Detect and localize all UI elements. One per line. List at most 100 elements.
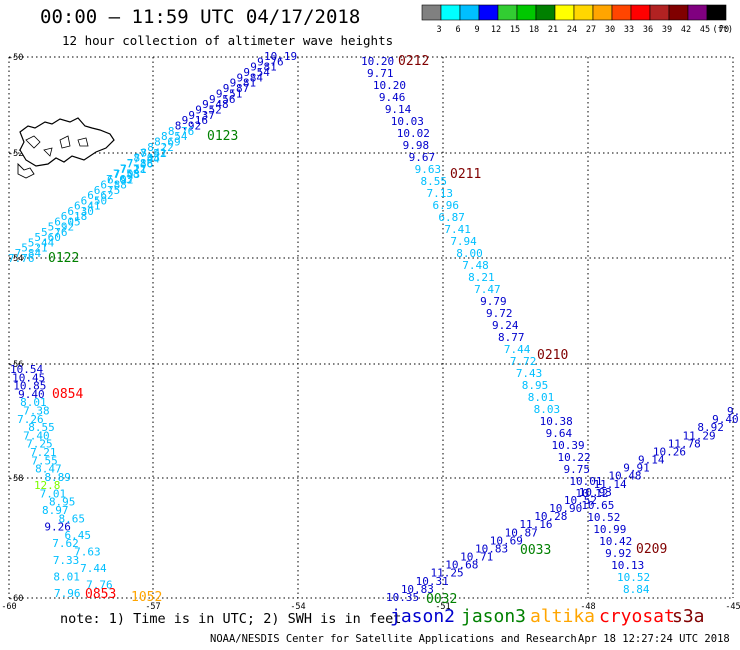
wave-height-value: 7.41	[444, 223, 471, 236]
wave-height-value: 6.50	[81, 194, 108, 207]
legend-jason2: jason2	[390, 606, 456, 627]
wave-height-value: 10.20	[373, 79, 406, 92]
wave-height-value: 9.67	[409, 151, 436, 164]
wave-height-value: 7.01	[40, 487, 66, 500]
pass-time-label: 1052	[131, 590, 162, 605]
wave-height-value: 7.33	[53, 554, 80, 567]
wave-height-value: 9.81	[250, 61, 277, 74]
wave-height-value: 8.05	[133, 152, 160, 165]
pass-time-label: 0033	[520, 543, 551, 558]
wave-height-value: 5.21	[21, 242, 48, 255]
wave-height-value: 6.30	[67, 205, 94, 218]
falkland-islands-coastline	[17, 117, 115, 179]
wave-height-value: 8.69	[154, 136, 181, 149]
pass-time-label: 0123	[207, 129, 238, 144]
wave-height-value: 9.98	[403, 139, 430, 152]
wave-height-value: 6.75	[94, 184, 121, 197]
wave-height-value: 8.01	[20, 396, 47, 409]
wave-height-value: 9.75	[563, 463, 590, 476]
wave-height-value: 7.63	[74, 546, 101, 559]
wave-height-value: 10.12	[575, 487, 608, 500]
colorbar-label: 18	[529, 25, 539, 35]
wave-height-value: 9.46	[379, 91, 406, 104]
colorbar-label: 21	[548, 25, 558, 35]
wave-height-value: 9.52	[195, 103, 222, 116]
wave-height-value: 9.14	[385, 103, 412, 116]
wave-height-value: 8.92	[697, 421, 724, 434]
wave-height-value: 7.84	[15, 247, 42, 260]
legend-jason3: jason3	[461, 606, 527, 627]
colorbar-label: 36	[643, 25, 653, 35]
lat-label: -52	[8, 149, 23, 159]
pass-time-label: 0212	[398, 54, 429, 69]
wave-height-value: 6.96	[432, 199, 459, 212]
pass-time-label: 0032	[426, 592, 457, 607]
wave-height-value: 9.91	[623, 462, 650, 475]
wave-height-value: 11.78	[668, 437, 701, 450]
wave-height-value: 11.25	[430, 567, 463, 580]
lat-label: -54	[8, 254, 23, 264]
wave-height-value: 9.76	[257, 55, 284, 68]
legend-altika: altika	[530, 606, 596, 627]
wave-height-value: 10.20	[361, 55, 394, 68]
wave-height-value: 10.28	[534, 510, 567, 523]
wave-height-value: 8.84	[623, 583, 650, 596]
wave-height-value: 7.21	[30, 446, 57, 459]
wave-height-value: 10.22	[558, 451, 591, 464]
colorbar-label: 6	[455, 25, 460, 35]
wave-height-value: 6.41	[74, 200, 101, 213]
wave-height-value: 7.38	[23, 404, 49, 417]
wave-height-value: 9.72	[486, 307, 512, 320]
wave-height-value: 9.40	[712, 413, 739, 426]
lon-label: -48	[580, 602, 595, 610]
colorbar-label: 42	[681, 25, 691, 35]
wave-height-value: 7.44	[504, 343, 531, 356]
wave-height-value: 9.54	[243, 66, 270, 79]
wave-height-value: 7.44	[133, 152, 160, 165]
wave-height-value: 7.88	[127, 157, 154, 170]
wave-height-value: 5.60	[34, 231, 61, 244]
lon-label: -57	[145, 602, 160, 610]
wave-height-value: 9.40	[18, 388, 45, 401]
wave-height-value: 5.44	[28, 236, 55, 249]
lat-label: -50	[8, 53, 23, 63]
wave-height-value: 8.03	[534, 403, 561, 416]
wave-height-value: 10.45	[12, 371, 45, 384]
colorbar-unit: (ft)	[713, 25, 733, 35]
wave-height-value: 10.93	[579, 486, 612, 499]
wave-height-value: 7.76	[86, 579, 113, 592]
wave-height-value: 10.69	[490, 534, 523, 547]
chart-subtitle: 12 hour collection of altimeter wave hei…	[62, 33, 394, 48]
wave-height-value: 9.37	[188, 109, 215, 122]
colorbar-label: 24	[567, 25, 577, 35]
wave-height-value: 7.72	[120, 162, 147, 175]
wave-height-value: 10.42	[599, 535, 632, 548]
pass-time-label: 0210	[537, 348, 568, 363]
wave-height-value: 7.63	[106, 173, 133, 186]
wave-height-value: 6.88	[100, 179, 127, 192]
wave-height-value: 7.25	[26, 438, 52, 451]
wave-height-map: -50 -52 -54 -56 -58 -60-60 -57 -54 -51 -48 -45 10.…	[1, 50, 740, 610]
wave-height-value: 8.89	[44, 471, 71, 484]
wave-height-value: 8.55	[421, 175, 448, 188]
colorbar-label: 3	[436, 25, 441, 35]
colorbar-swatch	[706, 4, 727, 21]
wave-height-value: 7.52	[140, 147, 167, 160]
colorbar-label: 33	[624, 25, 634, 35]
wave-height-value: 9.63	[415, 163, 442, 176]
footer-credit: NOAA/NESDIS Center for Satellite Applica…	[210, 633, 577, 645]
pass-time-label: 0122	[48, 251, 79, 266]
pass-time-label: 0211	[450, 167, 481, 182]
wave-height-value: 9.81	[230, 77, 256, 90]
colorbar-label: 39	[662, 25, 672, 35]
wave-height-value: 6.18	[61, 210, 88, 223]
wave-height-value: 8.00	[456, 247, 483, 260]
wave-height-value: 6.05	[54, 215, 80, 228]
wave-height-value: 10.87	[505, 526, 538, 539]
wave-height-value: 9.84	[237, 71, 264, 84]
wave-height-value: 10.83	[401, 583, 434, 596]
wave-height-value: 7.96	[54, 587, 81, 600]
wave-height-value: 7.48	[462, 259, 489, 272]
wave-height-value: 10.13	[611, 559, 644, 572]
wave-height-value: 8.41	[140, 146, 167, 159]
